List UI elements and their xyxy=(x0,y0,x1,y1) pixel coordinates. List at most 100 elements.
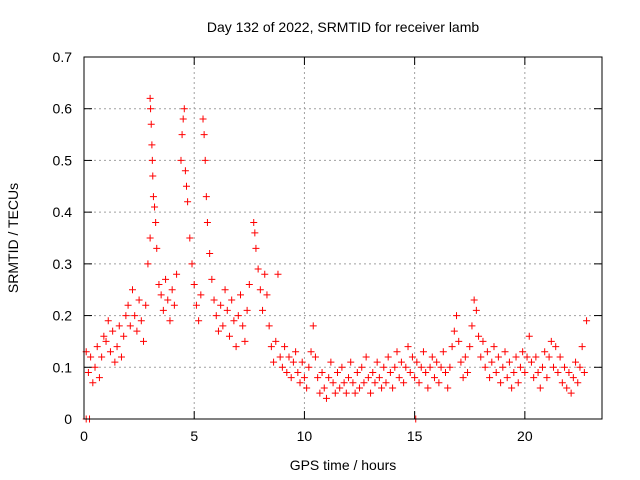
data-point xyxy=(243,306,251,314)
data-point xyxy=(550,363,558,371)
data-point xyxy=(516,363,524,371)
data-point xyxy=(367,389,375,397)
data-point xyxy=(115,322,123,330)
data-point xyxy=(137,317,145,325)
data-point xyxy=(510,368,518,376)
data-point xyxy=(263,291,271,299)
data-point xyxy=(178,131,186,139)
data-point xyxy=(543,374,551,382)
data-point xyxy=(411,374,419,382)
data-point xyxy=(519,348,527,356)
data-point xyxy=(122,312,130,320)
data-point xyxy=(95,374,103,382)
data-point xyxy=(102,337,110,345)
data-point xyxy=(503,374,511,382)
data-point xyxy=(325,374,333,382)
data-point xyxy=(155,281,163,289)
data-point xyxy=(572,358,580,366)
data-point xyxy=(488,358,496,366)
data-point xyxy=(166,317,174,325)
data-points xyxy=(82,94,591,423)
data-point xyxy=(536,384,544,392)
data-point xyxy=(331,389,339,397)
data-point xyxy=(424,384,432,392)
data-point xyxy=(195,317,203,325)
x-tick-label: 20 xyxy=(517,428,533,444)
y-tick-label: 0 xyxy=(64,411,72,427)
data-point xyxy=(481,363,489,371)
plot-frame xyxy=(83,56,603,420)
data-point xyxy=(181,167,189,175)
data-point xyxy=(254,265,262,273)
data-point xyxy=(378,384,386,392)
x-tick-label: 10 xyxy=(297,428,313,444)
data-point xyxy=(230,317,238,325)
data-point xyxy=(124,301,132,309)
data-point xyxy=(311,353,319,361)
data-point xyxy=(538,363,546,371)
data-point xyxy=(309,322,317,330)
data-point xyxy=(188,260,196,268)
data-point xyxy=(561,363,569,371)
data-point xyxy=(245,281,253,289)
data-point xyxy=(225,332,233,340)
data-point xyxy=(241,337,249,345)
data-point xyxy=(109,327,117,335)
data-point xyxy=(98,353,106,361)
data-point xyxy=(389,384,397,392)
data-point xyxy=(430,374,438,382)
data-point xyxy=(303,384,311,392)
data-point xyxy=(521,368,529,376)
data-point xyxy=(232,343,240,351)
data-point xyxy=(554,368,562,376)
data-point xyxy=(459,374,467,382)
data-point xyxy=(131,312,139,320)
data-point xyxy=(203,218,211,226)
data-point xyxy=(527,358,535,366)
data-point xyxy=(281,343,289,351)
data-point xyxy=(439,348,447,356)
data-point xyxy=(202,193,210,201)
data-point xyxy=(91,363,99,371)
data-point xyxy=(111,358,119,366)
data-point xyxy=(149,172,157,180)
data-point xyxy=(283,368,291,376)
data-point xyxy=(168,286,176,294)
data-point xyxy=(400,379,408,387)
data-point xyxy=(433,358,441,366)
y-tick-label: 0.5 xyxy=(53,152,73,168)
data-point xyxy=(364,374,372,382)
data-point xyxy=(314,374,322,382)
x-tick-label: 15 xyxy=(407,428,423,444)
data-point xyxy=(265,322,273,330)
data-point xyxy=(472,306,480,314)
data-point xyxy=(316,389,324,397)
data-point xyxy=(402,363,410,371)
data-point xyxy=(362,353,370,361)
data-point xyxy=(404,343,412,351)
data-point xyxy=(162,275,170,283)
data-point xyxy=(93,343,101,351)
data-point xyxy=(182,182,190,190)
data-point xyxy=(349,379,357,387)
data-point xyxy=(576,363,584,371)
data-point xyxy=(450,327,458,335)
data-point xyxy=(384,353,392,361)
data-point xyxy=(426,363,434,371)
data-point xyxy=(307,348,315,356)
data-point xyxy=(217,301,225,309)
data-point xyxy=(466,343,474,351)
data-point xyxy=(239,322,247,330)
data-point xyxy=(574,379,582,387)
data-point xyxy=(565,368,573,376)
data-point xyxy=(200,131,208,139)
data-point xyxy=(541,348,549,356)
data-point xyxy=(300,374,308,382)
data-point xyxy=(173,270,181,278)
x-axis-label: GPS time / hours xyxy=(290,457,397,473)
data-point xyxy=(221,286,229,294)
data-point xyxy=(417,363,425,371)
data-point xyxy=(278,363,286,371)
data-point xyxy=(276,353,284,361)
data-point xyxy=(492,368,500,376)
